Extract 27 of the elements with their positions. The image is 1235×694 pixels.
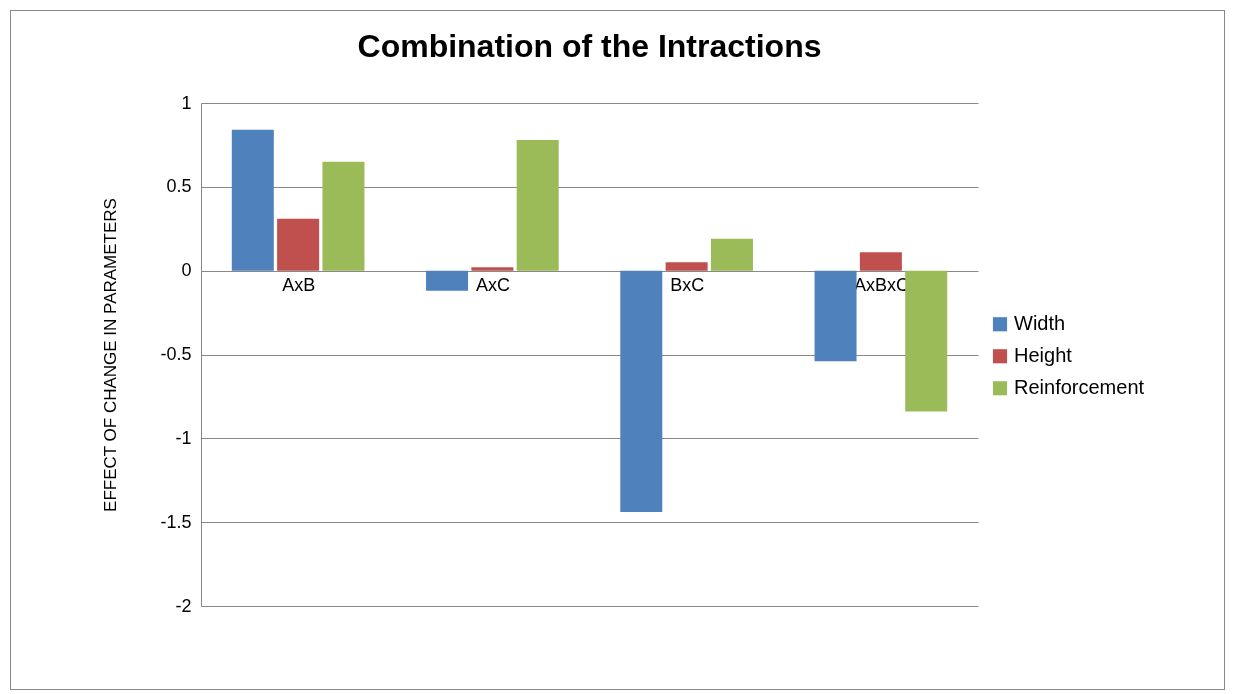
x-tick-label: AxC xyxy=(475,275,510,296)
bar xyxy=(620,270,663,513)
bar xyxy=(426,270,469,291)
bar xyxy=(277,218,320,271)
y-tick-label: -1 xyxy=(175,427,192,448)
y-tick-label: -0.5 xyxy=(160,344,192,364)
bar xyxy=(905,270,948,412)
bar xyxy=(231,129,274,271)
legend-label: Reinforcement xyxy=(1014,376,1145,399)
bar xyxy=(516,139,559,271)
x-tick-label: BxC xyxy=(670,275,705,296)
bar xyxy=(859,252,902,271)
y-axis-title: EFFECT OF CHANGE IN PARAMETERS xyxy=(101,198,121,512)
bar xyxy=(322,161,365,271)
legend-label: Height xyxy=(1014,344,1073,367)
y-tick-label: 0.5 xyxy=(166,176,192,197)
y-tick-label: 1 xyxy=(181,92,192,113)
bar xyxy=(471,267,514,271)
bar xyxy=(710,238,753,271)
y-tick-label: -2 xyxy=(175,595,192,616)
bar xyxy=(814,270,857,362)
legend-label: Width xyxy=(1014,312,1066,335)
x-tick-label: AxB xyxy=(282,275,316,296)
y-tick-label: 0 xyxy=(181,260,192,281)
y-tick-label: -1.5 xyxy=(160,511,192,532)
chart-title: Combination of the Intractions xyxy=(357,28,822,64)
bar xyxy=(665,262,708,271)
